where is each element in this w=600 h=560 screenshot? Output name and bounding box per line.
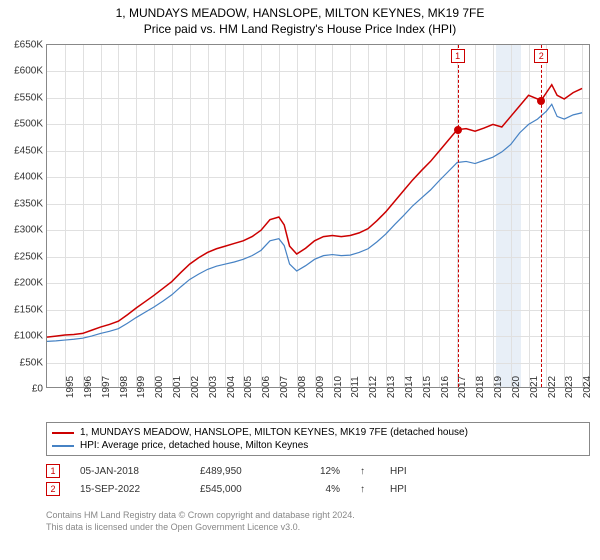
legend-label: HPI: Average price, detached house, Milt…: [80, 440, 308, 451]
ytick-label: £550K: [14, 92, 47, 103]
legend-box: 1, MUNDAYS MEADOW, HANSLOPE, MILTON KEYN…: [46, 422, 590, 456]
legend-item: 1, MUNDAYS MEADOW, HANSLOPE, MILTON KEYN…: [52, 426, 584, 439]
legend-swatch: [52, 445, 74, 447]
ytick-label: £50K: [20, 357, 47, 368]
sale-diff: 4%: [300, 484, 340, 495]
sales-table: 1 05-JAN-2018 £489,950 12% ↑ HPI 2 15-SEP-2022 £…: [46, 462, 420, 498]
sale-row: 2 15-SEP-2022 £545,000 4% ↑ HPI: [46, 480, 420, 498]
ytick-label: £350K: [14, 198, 47, 209]
ytick-label: £600K: [14, 66, 47, 77]
footer-line1: Contains HM Land Registry data © Crown c…: [46, 510, 355, 522]
footer-attribution: Contains HM Land Registry data © Crown c…: [46, 510, 355, 533]
sale-hpi-label: HPI: [390, 466, 420, 477]
sale-price: £489,950: [200, 466, 280, 477]
series-line: [47, 104, 582, 341]
ytick-label: £150K: [14, 304, 47, 315]
ytick-label: £450K: [14, 145, 47, 156]
footer-line2: This data is licensed under the Open Gov…: [46, 522, 355, 534]
sale-index: 1: [46, 464, 60, 478]
sale-date: 15-SEP-2022: [80, 484, 180, 495]
series-svg: [47, 45, 591, 389]
sale-row: 1 05-JAN-2018 £489,950 12% ↑ HPI: [46, 462, 420, 480]
chart-subtitle: Price paid vs. HM Land Registry's House …: [0, 20, 600, 36]
ytick-label: £0: [32, 384, 47, 395]
marker-line: [458, 45, 459, 387]
ytick-label: £250K: [14, 251, 47, 262]
ytick-label: £200K: [14, 278, 47, 289]
ytick-label: £400K: [14, 172, 47, 183]
marker-dot: [537, 97, 545, 105]
marker-dot: [454, 126, 462, 134]
sale-hpi-label: HPI: [390, 484, 420, 495]
legend-item: HPI: Average price, detached house, Milt…: [52, 439, 584, 452]
marker-label: 2: [534, 49, 548, 63]
chart-title: 1, MUNDAYS MEADOW, HANSLOPE, MILTON KEYN…: [0, 0, 600, 20]
sale-date: 05-JAN-2018: [80, 466, 180, 477]
ytick-label: £650K: [14, 40, 47, 51]
sale-diff: 12%: [300, 466, 340, 477]
marker-label: 1: [451, 49, 465, 63]
sale-price: £545,000: [200, 484, 280, 495]
sale-index: 2: [46, 482, 60, 496]
chart-plot-area: £0£50K£100K£150K£200K£250K£300K£350K£400…: [46, 44, 590, 388]
ytick-label: £300K: [14, 225, 47, 236]
arrow-up-icon: ↑: [360, 466, 370, 477]
arrow-up-icon: ↑: [360, 484, 370, 495]
legend-label: 1, MUNDAYS MEADOW, HANSLOPE, MILTON KEYN…: [80, 427, 468, 438]
legend-swatch: [52, 432, 74, 434]
ytick-label: £500K: [14, 119, 47, 130]
series-line: [47, 85, 582, 337]
ytick-label: £100K: [14, 331, 47, 342]
